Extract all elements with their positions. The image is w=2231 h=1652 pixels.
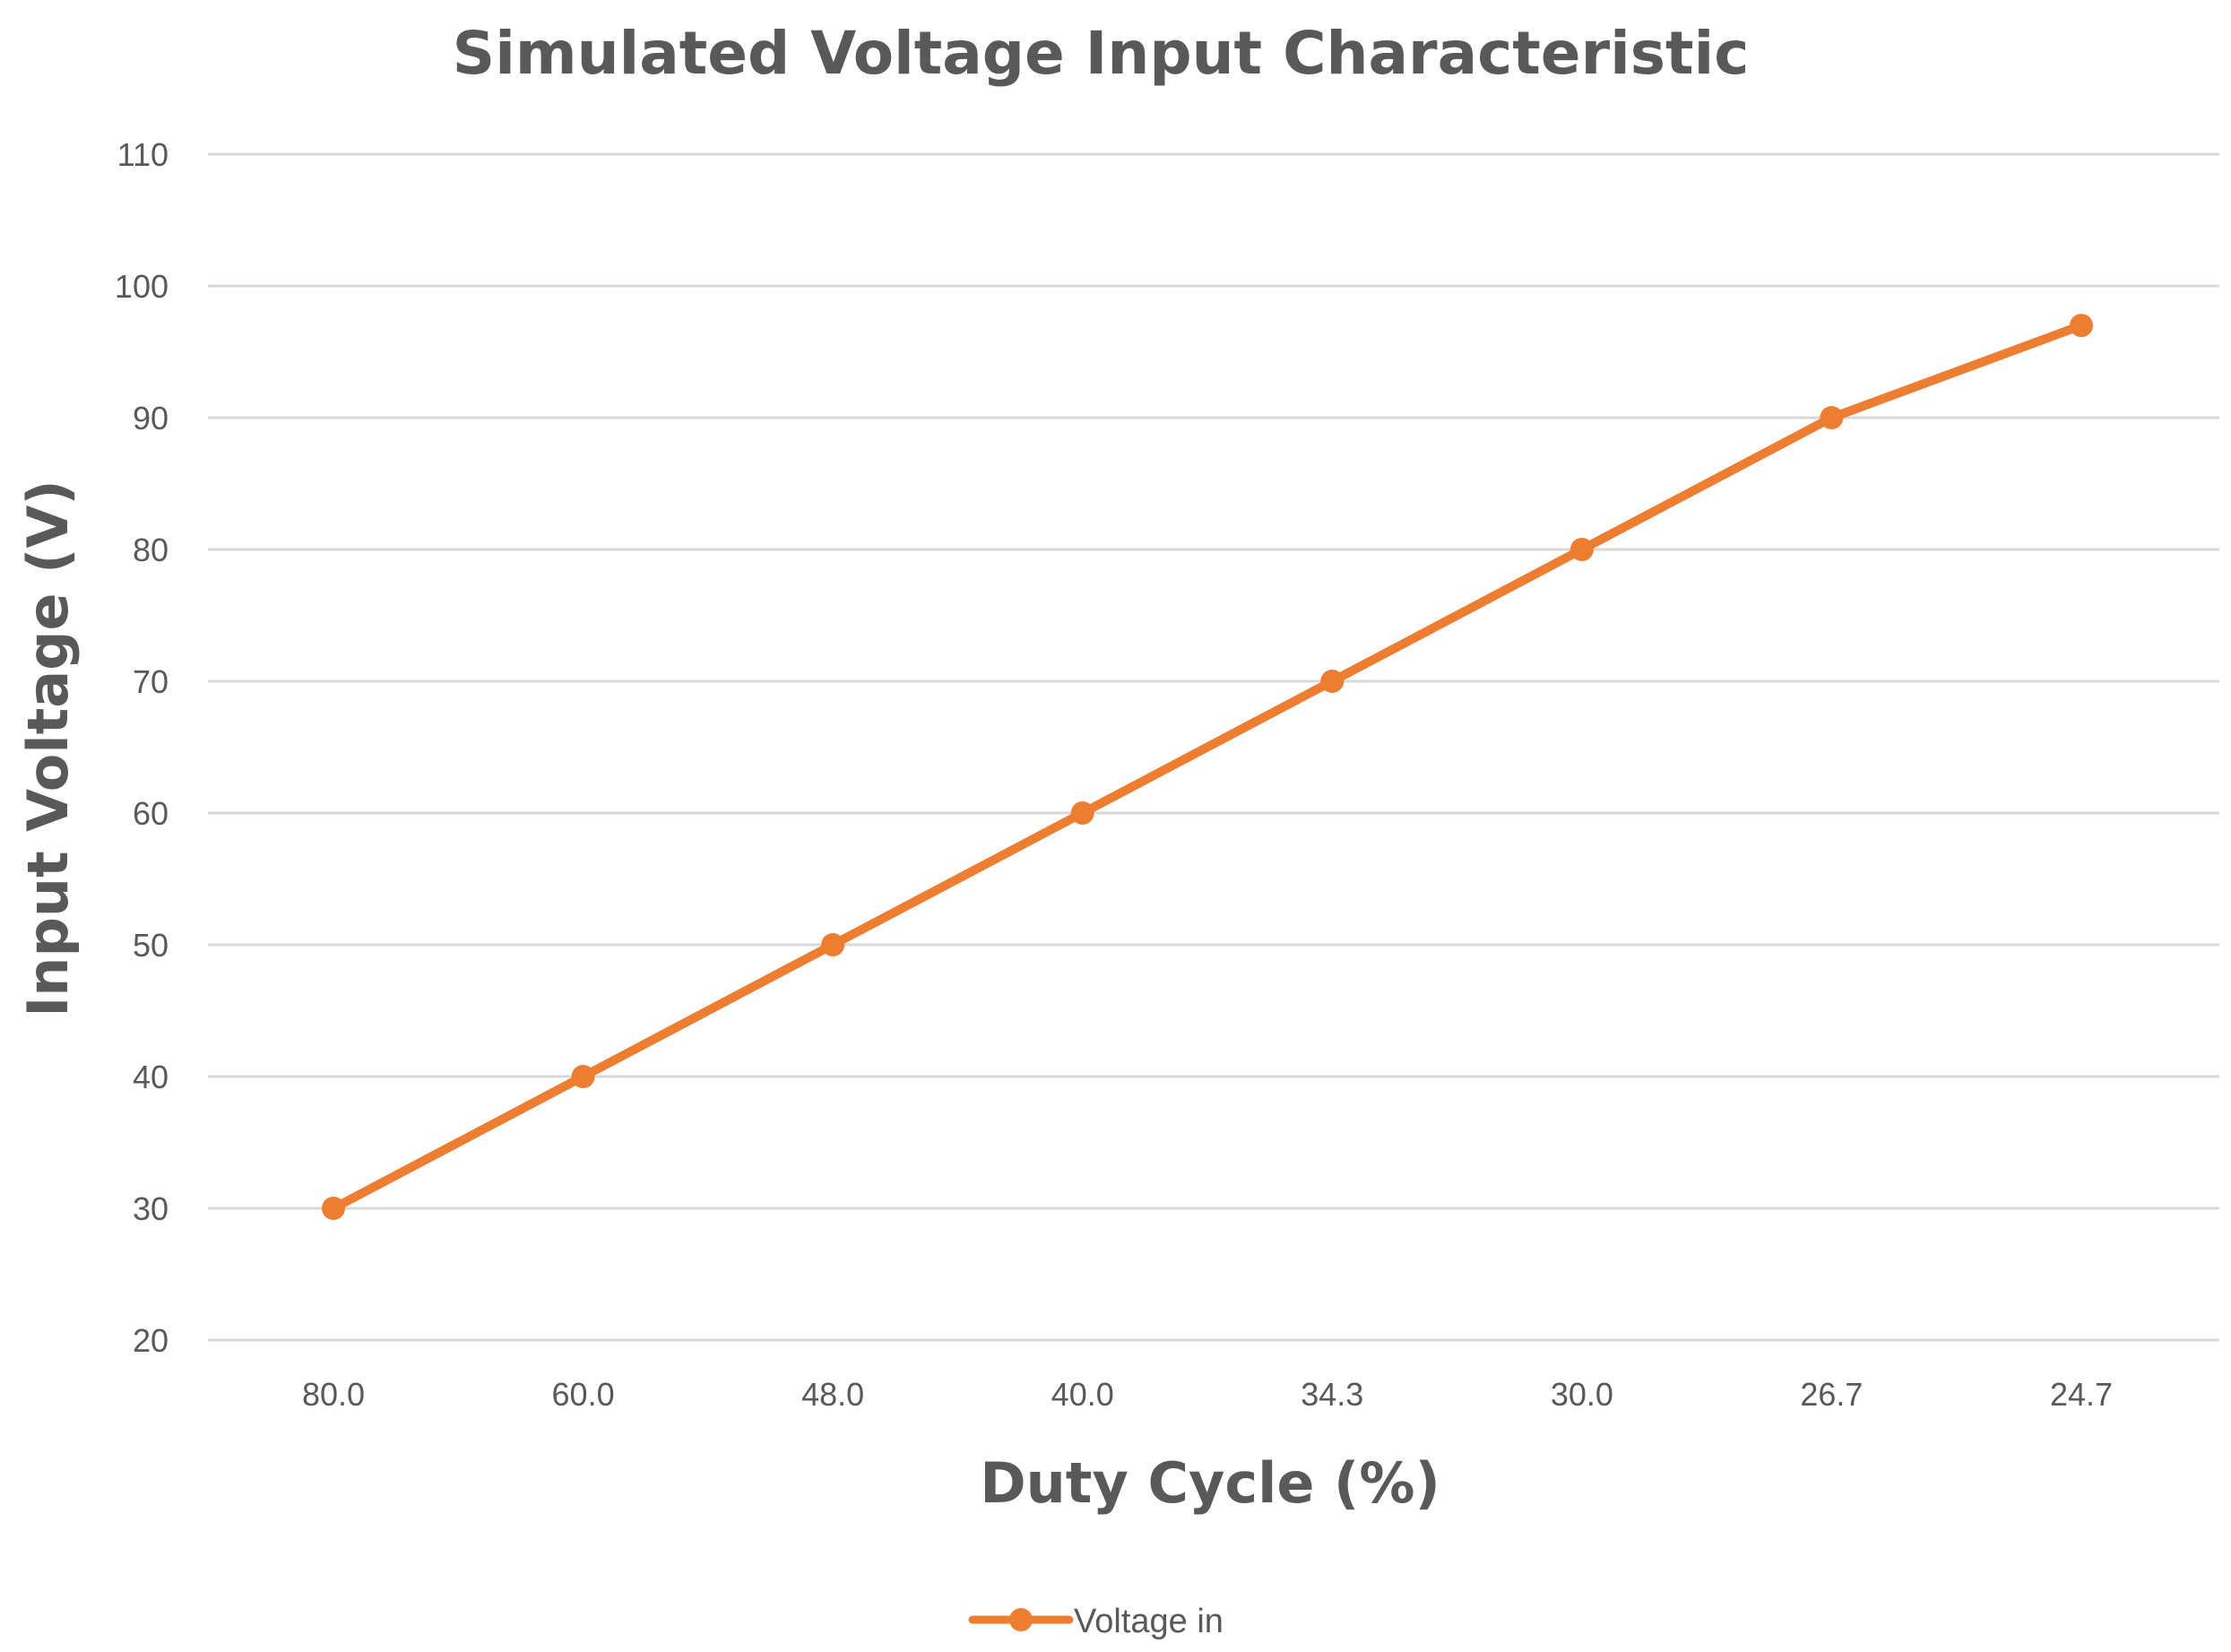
y-tick-labels: 20 30 40 50 60 70 80 90 100 110 — [115, 136, 169, 1359]
y-axis-title: Input Voltage (V) — [15, 480, 81, 1017]
y-tick-label: 30 — [133, 1190, 169, 1227]
x-tick-label: 24.7 — [2050, 1376, 2113, 1413]
gridlines — [208, 152, 2219, 1342]
y-tick-label: 70 — [133, 663, 169, 700]
x-tick-label: 26.7 — [1800, 1376, 1863, 1413]
legend-dot-marker — [1009, 1608, 1033, 1631]
data-point — [1070, 801, 1094, 825]
data-point — [821, 933, 845, 956]
series-voltage-in — [322, 314, 2093, 1220]
legend-label: Voltage in — [1074, 1603, 1224, 1640]
y-tick-label: 110 — [117, 136, 169, 173]
series-line — [329, 321, 2086, 1213]
data-point — [571, 1065, 595, 1088]
y-tick-label: 20 — [133, 1322, 169, 1359]
y-tick-label: 90 — [133, 400, 169, 437]
y-tick-label: 50 — [133, 927, 169, 964]
x-tick-label: 40.0 — [1051, 1376, 1114, 1413]
x-tick-label: 60.0 — [552, 1376, 615, 1413]
x-tick-label: 80.0 — [302, 1376, 365, 1413]
x-axis-title: Duty Cycle (%) — [980, 1450, 1440, 1516]
x-tick-label: 48.0 — [801, 1376, 864, 1413]
data-point — [2070, 314, 2093, 338]
data-point — [1569, 538, 1594, 561]
y-tick-label: 80 — [133, 532, 169, 568]
data-point — [1820, 406, 1844, 429]
chart-title: Simulated Voltage Input Characteristic — [453, 19, 1750, 88]
x-tick-labels: 80.0 60.0 48.0 40.0 34.3 30.0 26.7 24.7 — [302, 1376, 2113, 1413]
data-point — [322, 1197, 345, 1220]
x-tick-label: 34.3 — [1301, 1376, 1363, 1413]
y-tick-label: 100 — [115, 268, 169, 305]
x-tick-label: 30.0 — [1551, 1376, 1613, 1413]
legend: Voltage in — [968, 1603, 1224, 1640]
y-tick-label: 40 — [133, 1059, 169, 1095]
data-point — [1320, 670, 1345, 693]
y-tick-label: 60 — [133, 795, 169, 832]
